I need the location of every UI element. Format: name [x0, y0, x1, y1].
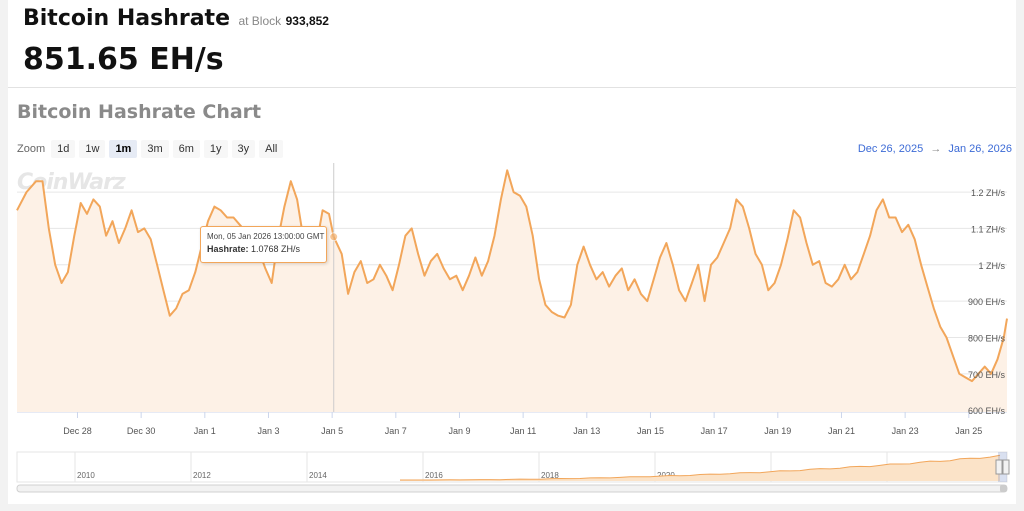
navigator-handle-left[interactable]	[995, 459, 1003, 475]
series-line[interactable]	[16, 169, 1008, 383]
y-axis: 600 EH/s 700 EH/s 800 EH/s 900 EH/s 1 ZH/s 1.…	[968, 188, 1006, 416]
block-number: 933,852	[285, 14, 329, 28]
date-range-arrow: →	[930, 143, 942, 155]
x-tick-label: Jan 13	[573, 426, 600, 436]
x-tick-label: Jan 17	[701, 426, 728, 436]
navigator[interactable]: 20102012201420162018202020222024	[16, 451, 1010, 493]
zoom-1w-button[interactable]: 1w	[79, 140, 106, 158]
zoom-controls: Zoom 1d 1w 1m 3m 6m 1y 3y All	[17, 140, 287, 158]
x-tick-label: Jan 23	[892, 426, 919, 436]
x-tick-label: Jan 5	[321, 426, 343, 436]
x-tick-label: Jan 19	[764, 426, 791, 436]
tooltip-label: Hashrate:	[207, 244, 249, 254]
navigator-scrollbar-thumb[interactable]	[1000, 485, 1007, 492]
series-area-fill	[17, 170, 1007, 412]
hashrate-header	[8, 0, 1016, 88]
zoom-3y-button[interactable]: 3y	[231, 140, 256, 158]
x-tick-label: Dec 30	[127, 426, 156, 436]
tooltip-value: 1.0768 ZH/s	[251, 244, 301, 254]
zoom-all-button[interactable]: All	[259, 140, 284, 158]
y-tick-label: 800 EH/s	[968, 333, 1006, 343]
x-tick-label: Dec 28	[63, 426, 92, 436]
date-range[interactable]: Dec 26, 2025 → Jan 26, 2026	[858, 143, 1012, 155]
x-tick-label: Jan 11	[510, 426, 536, 436]
current-hashrate: 851.65 EH/s	[23, 42, 224, 77]
x-tick-label: Jan 7	[385, 426, 407, 436]
navigator-handle-right[interactable]	[1002, 459, 1010, 475]
x-axis: Dec 28 Dec 30 Jan 1 Jan 3 Jan 5 Jan 7 Jan 9 Jan…	[63, 412, 982, 436]
navigator-year-label: 2012	[193, 471, 211, 480]
x-tick-label: Jan 15	[637, 426, 664, 436]
date-range-to[interactable]: Jan 26, 2026	[948, 143, 1012, 155]
title-row: Bitcoin Hashrate at Block 933,852	[23, 6, 329, 31]
y-tick-label: 900 EH/s	[968, 297, 1006, 307]
date-range-from[interactable]: Dec 26, 2025	[857, 143, 924, 155]
tooltip-date: Mon, 05 Jan 2026 13:00:00 GMT	[207, 232, 325, 241]
x-tick-label: Jan 1	[194, 426, 216, 436]
zoom-1y-button[interactable]: 1y	[203, 140, 228, 158]
navigator-year-label: 2014	[309, 471, 327, 480]
y-tick-label: 1.2 ZH/s	[971, 188, 1006, 198]
navigator-line	[400, 454, 1001, 481]
zoom-1m-button[interactable]: 1m	[109, 140, 138, 158]
zoom-6m-button[interactable]: 6m	[172, 140, 200, 158]
at-block-label: at Block	[238, 14, 282, 28]
y-tick-label: 700 EH/s	[968, 370, 1006, 380]
navigator-scrollbar[interactable]	[16, 484, 1008, 493]
chart-heading: Bitcoin Hashrate Chart	[17, 101, 262, 123]
tooltip-value-row: Hashrate: 1.0768 ZH/s	[207, 244, 320, 254]
hover-point	[329, 232, 339, 242]
zoom-1d-button[interactable]: 1d	[51, 140, 76, 158]
zoom-3m-button[interactable]: 3m	[141, 140, 169, 158]
zoom-label: Zoom	[17, 143, 46, 155]
tooltip: Mon, 05 Jan 2026 13:00:00 GMT Hashrate: …	[200, 226, 327, 263]
navigator-year-label: 2016	[425, 471, 443, 480]
navigator-year-label: 2018	[541, 471, 559, 480]
x-tick-label: Jan 21	[828, 426, 855, 436]
x-tick-label: Jan 9	[448, 426, 470, 436]
page-title: Bitcoin Hashrate	[23, 6, 230, 31]
y-tick-label: 600 EH/s	[968, 406, 1006, 416]
y-tick-label: 1 ZH/s	[978, 261, 1005, 271]
navigator-area	[400, 455, 1000, 481]
x-tick-label: Jan 25	[955, 426, 982, 436]
y-tick-label: 1.1 ZH/s	[971, 224, 1006, 234]
navigator-year-label: 2010	[77, 471, 95, 480]
x-tick-label: Jan 3	[257, 426, 279, 436]
